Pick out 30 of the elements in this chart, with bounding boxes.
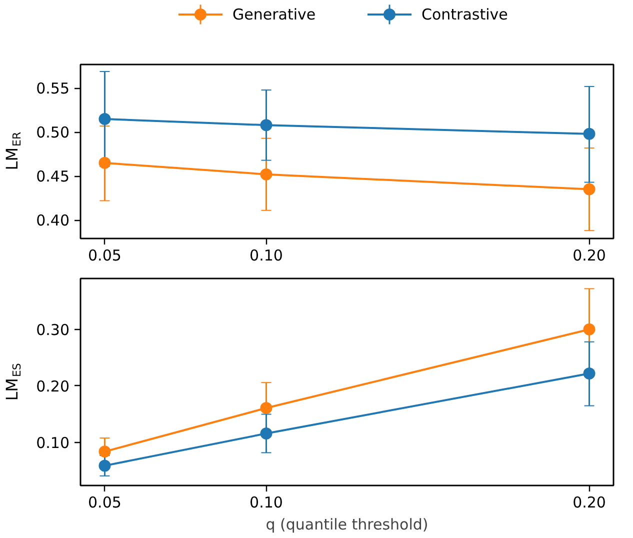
y-tick-label: 0.45 [36, 168, 70, 186]
y-tick-label: 0.50 [36, 124, 70, 142]
point [583, 128, 596, 140]
point [583, 368, 596, 380]
x-tick-label: 0.20 [572, 246, 606, 264]
y-tick-label: 0.20 [36, 377, 70, 396]
legend-label: Generative [232, 6, 316, 24]
y-axis-title: LMES [2, 363, 24, 401]
x-tick-label: 0.05 [88, 494, 122, 512]
point [260, 427, 272, 440]
point [98, 460, 111, 472]
x-axis-title: q (quantile threshold) [266, 516, 428, 534]
x-tick-label: 0.05 [88, 246, 122, 264]
y-tick-label: 0.10 [36, 434, 70, 452]
y-axis-title: LMER [2, 132, 24, 170]
point [260, 168, 272, 180]
point [583, 323, 596, 336]
point [98, 156, 111, 169]
y-tick-label: 0.55 [36, 80, 70, 98]
point [583, 183, 596, 196]
x-tick-label: 0.20 [572, 494, 606, 512]
y-tick-label: 0.40 [36, 212, 70, 230]
x-tick-label: 0.10 [250, 246, 283, 264]
y-tick-label: 0.30 [36, 320, 70, 339]
point [260, 402, 272, 414]
point [98, 446, 111, 458]
point [260, 119, 272, 132]
legend-label: Contrastive [422, 6, 508, 24]
x-tick-label: 0.10 [250, 494, 283, 512]
point [98, 112, 111, 125]
